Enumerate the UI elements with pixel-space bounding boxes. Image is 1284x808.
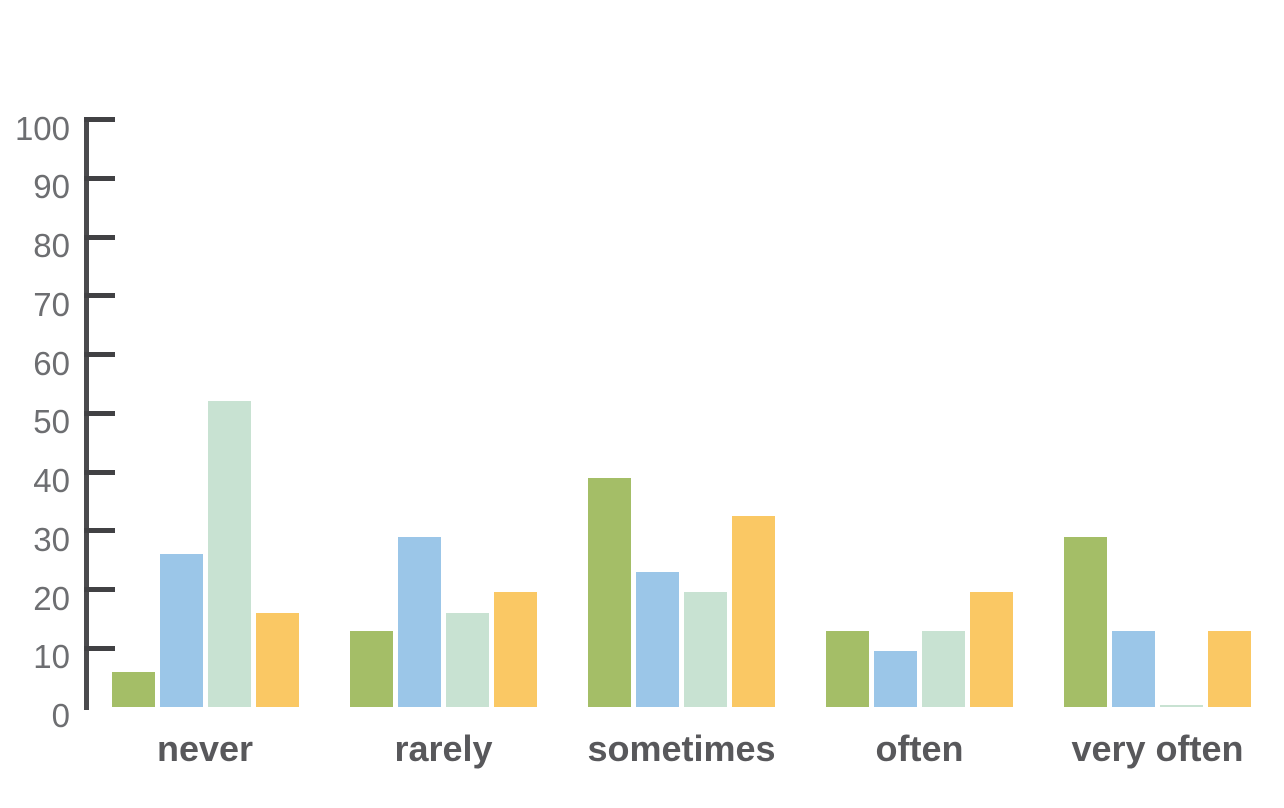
y-tick-label-70: 70: [33, 286, 70, 323]
bar-very-often-blue: [1112, 631, 1155, 707]
y-axis-tick-90: [84, 176, 115, 181]
bar-very-often-mint: [1160, 705, 1203, 707]
y-axis-tick-80: [84, 235, 115, 240]
y-tick-label-10: 10: [33, 638, 70, 675]
bar-never-blue: [160, 554, 203, 707]
x-category-label-never: never: [156, 728, 254, 769]
y-axis-tick-40: [84, 470, 115, 475]
y-tick-label-60: 60: [33, 345, 70, 382]
y-axis-tick-50: [84, 411, 115, 416]
bar-often-green: [826, 631, 869, 707]
y-axis-tick-70: [84, 293, 115, 298]
bar-sometimes-orange: [732, 516, 775, 707]
bar-often-mint: [922, 631, 965, 707]
y-tick-label-40: 40: [33, 462, 70, 499]
y-tick-label-20: 20: [33, 580, 70, 617]
y-axis-tick-60: [84, 352, 115, 357]
bar-rarely-orange: [494, 592, 537, 707]
y-tick-label-90: 90: [33, 168, 70, 205]
bar-often-blue: [874, 651, 917, 707]
y-tick-label-80: 80: [33, 227, 70, 264]
bar-rarely-green: [350, 631, 393, 707]
x-category-label-sometimes: sometimes: [587, 728, 776, 769]
x-category-label-often: often: [875, 728, 964, 769]
y-axis-tick-100: [84, 117, 115, 122]
bar-never-orange: [256, 613, 299, 707]
y-tick-label-0: 0: [51, 697, 70, 734]
x-category-label-very-often: very often: [1071, 728, 1244, 769]
bar-rarely-blue: [398, 537, 441, 707]
bar-sometimes-blue: [636, 572, 679, 707]
bar-often-orange: [970, 592, 1013, 707]
y-tick-label-50: 50: [33, 403, 70, 440]
bar-sometimes-mint: [684, 592, 727, 707]
bar-very-often-green: [1064, 537, 1107, 707]
bar-very-often-orange: [1208, 631, 1251, 707]
x-category-label-rarely: rarely: [394, 728, 493, 769]
bar-never-mint: [208, 401, 251, 707]
bar-rarely-mint: [446, 613, 489, 707]
bar-sometimes-green: [588, 478, 631, 707]
y-axis-tick-30: [84, 528, 115, 533]
y-tick-label-100: 100: [14, 110, 70, 147]
y-axis-tick-10: [84, 646, 115, 651]
y-tick-label-30: 30: [33, 521, 70, 558]
bar-never-green: [112, 672, 155, 707]
y-axis-tick-20: [84, 587, 115, 592]
